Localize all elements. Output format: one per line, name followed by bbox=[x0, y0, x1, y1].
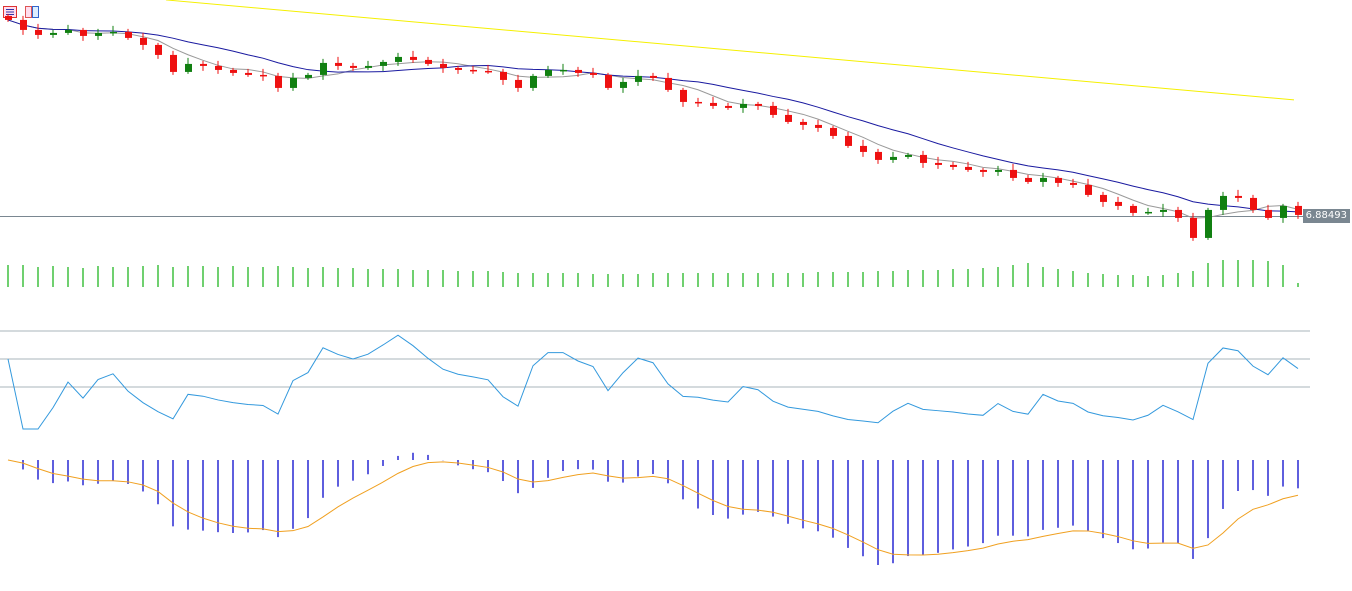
candle-body bbox=[215, 65, 222, 70]
candle-body bbox=[485, 70, 492, 73]
candle-body bbox=[1130, 205, 1137, 213]
candle-body bbox=[275, 75, 282, 88]
candle-body bbox=[665, 77, 672, 90]
candle-body bbox=[185, 63, 192, 72]
candle-body bbox=[1100, 194, 1107, 202]
candle-body bbox=[95, 32, 102, 36]
candle-body bbox=[1160, 209, 1167, 212]
templates-icon[interactable] bbox=[25, 3, 39, 18]
candle-body bbox=[695, 101, 702, 104]
candle-body bbox=[995, 169, 1002, 172]
candle-body bbox=[1070, 182, 1077, 185]
candle-body bbox=[380, 61, 387, 66]
candle-body bbox=[260, 74, 267, 77]
candle-body bbox=[770, 105, 777, 115]
candle-body bbox=[155, 44, 162, 55]
candle-body bbox=[830, 127, 837, 136]
candle-body bbox=[620, 81, 627, 88]
candle-body bbox=[980, 169, 987, 172]
candle-body bbox=[35, 29, 42, 35]
candle-body bbox=[515, 79, 522, 88]
candle-body bbox=[935, 162, 942, 165]
candle-body bbox=[110, 31, 117, 34]
candle-body bbox=[320, 62, 327, 75]
candle-body bbox=[785, 114, 792, 122]
candle-body bbox=[125, 31, 132, 38]
candle-body bbox=[335, 62, 342, 66]
candle-body bbox=[140, 37, 147, 45]
candle-body bbox=[470, 69, 477, 72]
candle-body bbox=[350, 65, 357, 68]
candle-body bbox=[290, 77, 297, 88]
candle-body bbox=[1175, 209, 1182, 218]
candle-body bbox=[50, 32, 57, 35]
candle-body bbox=[1280, 205, 1287, 218]
candle-body bbox=[5, 15, 12, 20]
candle-body bbox=[1055, 177, 1062, 183]
candle-body bbox=[1190, 217, 1197, 238]
candle-body bbox=[425, 59, 432, 64]
candle-body bbox=[1145, 211, 1152, 214]
candle-body bbox=[755, 103, 762, 106]
candle-body bbox=[1250, 197, 1257, 210]
candle-body bbox=[845, 135, 852, 146]
candle-body bbox=[1220, 195, 1227, 210]
candle-body bbox=[605, 74, 612, 88]
candle-body bbox=[560, 69, 567, 72]
candle-body bbox=[545, 69, 552, 76]
candle-body bbox=[590, 72, 597, 75]
data-window-icon[interactable] bbox=[3, 3, 17, 18]
candle-body bbox=[1205, 209, 1212, 238]
candle-body bbox=[1040, 177, 1047, 182]
candle-body bbox=[575, 69, 582, 73]
candle-body bbox=[740, 103, 747, 108]
candle-body bbox=[815, 124, 822, 128]
candle-body bbox=[965, 166, 972, 170]
candle-body bbox=[710, 102, 717, 106]
candle-body bbox=[305, 74, 312, 78]
candle-body bbox=[1265, 209, 1272, 218]
candle-body bbox=[245, 72, 252, 75]
candle-body bbox=[1295, 205, 1302, 215]
candle-body bbox=[395, 56, 402, 62]
candle-body bbox=[890, 156, 897, 160]
candle-body bbox=[920, 154, 927, 163]
candle-body bbox=[440, 63, 447, 68]
candle-body bbox=[1085, 184, 1092, 195]
candle-body bbox=[800, 121, 807, 125]
candle-body bbox=[635, 75, 642, 82]
candle-body bbox=[20, 19, 27, 30]
candle-body bbox=[200, 63, 207, 66]
rsi-line bbox=[7, 334, 1299, 430]
candle-body bbox=[365, 65, 372, 68]
candle-body bbox=[875, 151, 882, 160]
candle-body bbox=[410, 56, 417, 60]
ma-slow-line bbox=[7, 19, 1299, 213]
ma-long-line bbox=[165, 0, 1295, 101]
current-price-label: 6.88493 bbox=[1302, 209, 1350, 223]
candle-body bbox=[680, 89, 687, 102]
candle-body bbox=[1115, 201, 1122, 206]
candle-body bbox=[725, 105, 732, 108]
candle-body bbox=[860, 145, 867, 152]
candle-body bbox=[80, 29, 87, 36]
candle-body bbox=[1010, 169, 1017, 178]
candle-body bbox=[1025, 177, 1032, 182]
candle-body bbox=[455, 67, 462, 70]
candle-body bbox=[500, 71, 507, 80]
macd-signal-line bbox=[7, 459, 1299, 556]
candle-body bbox=[950, 164, 957, 167]
candle-body bbox=[230, 69, 237, 73]
candle-body bbox=[905, 154, 912, 157]
candle-body bbox=[170, 54, 177, 72]
ma-fast-line bbox=[7, 19, 1299, 219]
candle-body bbox=[530, 75, 537, 88]
candle-body bbox=[650, 75, 657, 78]
candle-body bbox=[1235, 195, 1242, 198]
candle-body bbox=[65, 29, 72, 33]
